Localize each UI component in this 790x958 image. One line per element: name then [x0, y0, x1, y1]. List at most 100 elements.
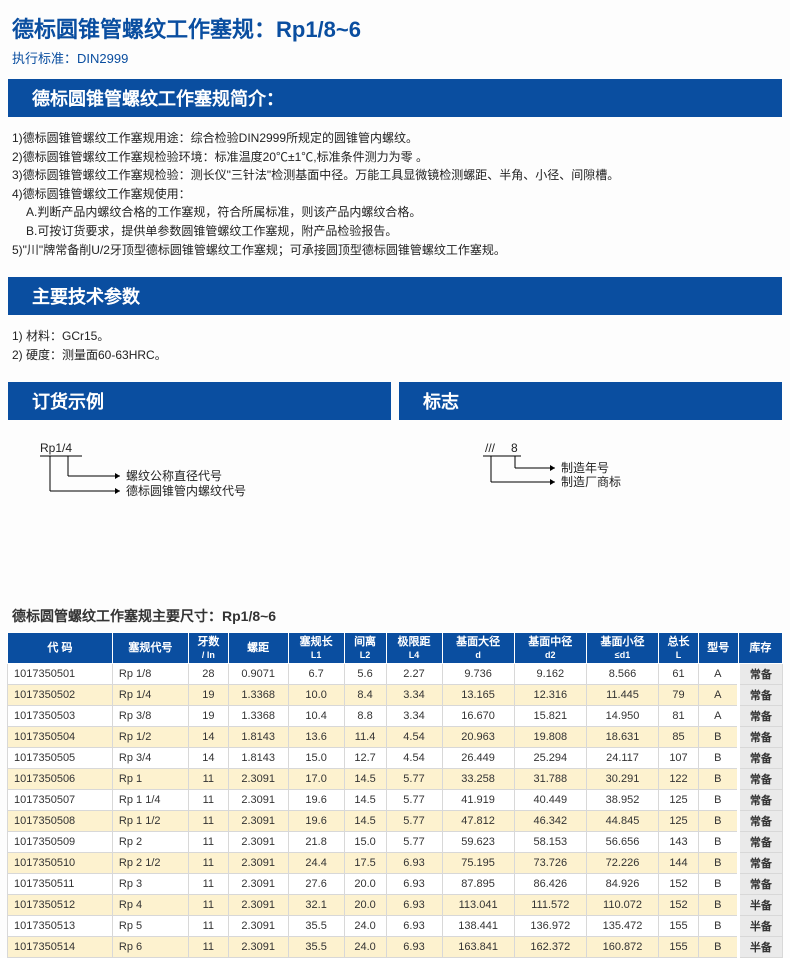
table-cell: 135.472 — [586, 916, 658, 937]
table-cell: 6.93 — [386, 853, 442, 874]
table-cell: 2.27 — [386, 664, 442, 685]
table-cell: 14.5 — [344, 769, 386, 790]
col-header: 型号 — [698, 633, 738, 664]
table-cell: 1017350511 — [8, 874, 113, 895]
table-row: 1017350514Rp 6112.309135.524.06.93163.84… — [8, 937, 783, 958]
table-cell: 155 — [659, 937, 699, 958]
section-intro-heading: 德标圆锥管螺纹工作塞规简介： — [8, 79, 782, 117]
table-cell: Rp 4 — [112, 895, 188, 916]
table-cell: Rp 2 — [112, 832, 188, 853]
table-cell: Rp 2 1/2 — [112, 853, 188, 874]
table-cell: 1017350514 — [8, 937, 113, 958]
table-cell: 半备 — [738, 937, 782, 958]
table-cell: 38.952 — [586, 790, 658, 811]
table-cell: 24.117 — [586, 748, 658, 769]
table-cell: 107 — [659, 748, 699, 769]
table-cell: 125 — [659, 790, 699, 811]
table-cell: 20.963 — [442, 727, 514, 748]
table-cell: 常备 — [738, 706, 782, 727]
table-cell: 85 — [659, 727, 699, 748]
table-cell: 122 — [659, 769, 699, 790]
table-cell: 1017350501 — [8, 664, 113, 685]
table-cell: 1017350508 — [8, 811, 113, 832]
table-cell: 24.0 — [344, 937, 386, 958]
table-cell: 14.950 — [586, 706, 658, 727]
table-row: 1017350504Rp 1/2141.814313.611.44.5420.9… — [8, 727, 783, 748]
table-cell: 常备 — [738, 874, 782, 895]
table-cell: 1017350506 — [8, 769, 113, 790]
col-header: 库存 — [738, 633, 782, 664]
table-row: 1017350501Rp 1/8280.90716.75.62.279.7369… — [8, 664, 783, 685]
table-cell: 26.449 — [442, 748, 514, 769]
table-cell: 11 — [188, 916, 228, 937]
table-cell: 155 — [659, 916, 699, 937]
table-cell: 41.919 — [442, 790, 514, 811]
table-cell: 163.841 — [442, 937, 514, 958]
spec-table-head: 代 码塞规代号牙数/ In螺距塞规长L1间离L2极限距L4基面大径d基面中径d2… — [8, 633, 783, 664]
table-cell: 8.566 — [586, 664, 658, 685]
diagram-row: Rp1/4 螺纹公称直径代号 德标圆锥管内螺纹代号 /// 8 制造年号 制造厂… — [0, 428, 790, 566]
table-cell: 11 — [188, 811, 228, 832]
table-cell: 24.0 — [344, 916, 386, 937]
table-cell: 27.6 — [288, 874, 344, 895]
table-cell: 12.316 — [514, 685, 586, 706]
mark-diagram: /// 8 制造年号 制造厂商标 — [395, 436, 770, 526]
table-cell: 15.0 — [344, 832, 386, 853]
table-cell: 2.3091 — [228, 790, 288, 811]
table-cell: 10.4 — [288, 706, 344, 727]
table-cell: 11 — [188, 853, 228, 874]
table-cell: 1017350512 — [8, 895, 113, 916]
intro-line: A.判断产品内螺纹合格的工作塞规，符合所属标准，则该产品内螺纹合格。 — [12, 203, 778, 222]
table-cell: 9.736 — [442, 664, 514, 685]
page-title: 德标圆锥管螺纹工作塞规：Rp1/8~6 — [0, 0, 790, 48]
table-cell: 1017350502 — [8, 685, 113, 706]
table-row: 1017350513Rp 5112.309135.524.06.93138.44… — [8, 916, 783, 937]
col-header: 代 码 — [8, 633, 113, 664]
table-cell: 81 — [659, 706, 699, 727]
table-cell: Rp 3/8 — [112, 706, 188, 727]
table-cell: B — [698, 790, 738, 811]
table-cell: 9.162 — [514, 664, 586, 685]
table-cell: 14.5 — [344, 790, 386, 811]
table-cell: 常备 — [738, 769, 782, 790]
table-cell: 半备 — [738, 895, 782, 916]
table-cell: 1017350507 — [8, 790, 113, 811]
table-cell: 4.54 — [386, 748, 442, 769]
table-cell: 2.3091 — [228, 811, 288, 832]
mark-code-1: /// — [485, 441, 496, 455]
mark-label-2: 制造厂商标 — [561, 474, 621, 489]
table-cell: Rp 1 — [112, 769, 188, 790]
table-cell: Rp 1 1/2 — [112, 811, 188, 832]
table-cell: 24.4 — [288, 853, 344, 874]
table-cell: Rp 6 — [112, 937, 188, 958]
table-cell: 12.7 — [344, 748, 386, 769]
table-cell: Rp 3 — [112, 874, 188, 895]
intro-line: 3)德标圆锥管螺纹工作塞规检验：测长仪"三针法"检测基面中径。万能工具显微镜检测… — [12, 168, 619, 182]
table-cell: Rp 1 1/4 — [112, 790, 188, 811]
section-order-heading: 订货示例 — [8, 382, 391, 420]
table-cell: 138.441 — [442, 916, 514, 937]
table-cell: 136.972 — [514, 916, 586, 937]
table-cell: 15.821 — [514, 706, 586, 727]
table-cell: 1017350505 — [8, 748, 113, 769]
table-cell: 2.3091 — [228, 937, 288, 958]
section-mark-heading: 标志 — [399, 382, 782, 420]
table-cell: 11 — [188, 790, 228, 811]
table-row: 1017350505Rp 3/4141.814315.012.74.5426.4… — [8, 748, 783, 769]
table-row: 1017350503Rp 3/8191.336810.48.83.3416.67… — [8, 706, 783, 727]
table-cell: 1.8143 — [228, 748, 288, 769]
params-text: 1) 材料：GCr15。 2) 硬度：测量面60-63HRC。 — [0, 323, 790, 382]
table-cell: 14 — [188, 727, 228, 748]
intro-line: B.可按订货要求，提供单参数圆锥管螺纹工作塞规，附产品检验报告。 — [12, 222, 778, 241]
table-cell: 73.726 — [514, 853, 586, 874]
order-label-2: 德标圆锥管内螺纹代号 — [126, 483, 246, 498]
table-title: 德标圆管螺纹工作塞规主要尺寸：Rp1/8~6 — [0, 566, 790, 632]
table-cell: 79 — [659, 685, 699, 706]
params-line: 1) 材料：GCr15。 — [12, 329, 109, 343]
table-cell: 87.895 — [442, 874, 514, 895]
table-cell: 5.6 — [344, 664, 386, 685]
table-cell: 75.195 — [442, 853, 514, 874]
table-cell: 86.426 — [514, 874, 586, 895]
table-cell: 113.041 — [442, 895, 514, 916]
table-cell: 18.631 — [586, 727, 658, 748]
